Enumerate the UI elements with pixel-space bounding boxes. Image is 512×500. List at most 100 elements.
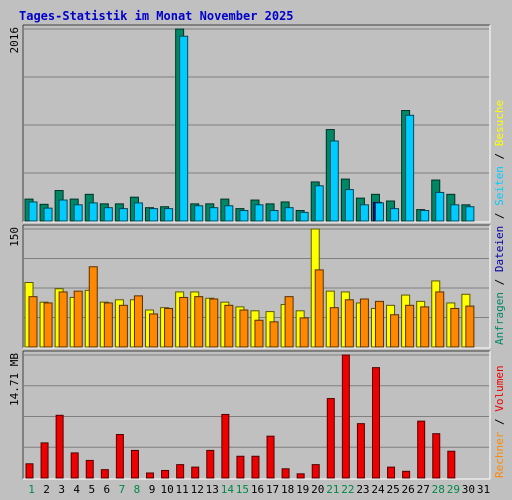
bottom-bar-volumen-day-10 (161, 469, 170, 479)
middle-bar-rechner-day-8 (133, 295, 143, 348)
middle-bar-rechner-day-17 (269, 321, 279, 348)
bottom-bar-volumen-day-5 (85, 459, 94, 479)
middle-bar-rechner-day-29 (450, 307, 460, 348)
top-bar-seiten-day-10 (164, 208, 174, 222)
x-tick-label-day-6: 6 (104, 483, 111, 496)
x-tick-label-day-13: 13 (206, 483, 219, 496)
x-tick-label-day-31: 31 (477, 483, 490, 496)
middle-bar-rechner-day-16 (254, 319, 264, 348)
bottom-bar-volumen-day-20 (311, 464, 320, 479)
x-tick-label-day-8: 8 (134, 483, 141, 496)
x-tick-label-day-10: 10 (160, 483, 173, 496)
middle-bar-rechner-day-13 (209, 298, 219, 348)
top-bar-seiten-day-28 (435, 191, 445, 222)
top-bar-seiten-day-7 (118, 208, 128, 222)
bottom-bar-volumen-day-19 (296, 473, 305, 479)
middle-bar-rechner-day-2 (43, 302, 53, 348)
x-tick-label-day-9: 9 (149, 483, 156, 496)
x-tick-label-day-14: 14 (221, 483, 235, 496)
legend-text: Rechner / Volumen (493, 365, 506, 478)
chart-title: Tages-Statistik im Monat November 2025 (19, 9, 294, 23)
bottom-bar-volumen-day-4 (70, 452, 79, 479)
bottom-bar-volumen-day-15 (236, 455, 245, 479)
top-bar-seiten-day-8 (133, 202, 143, 222)
top-bar-seiten-day-21 (329, 140, 339, 222)
top-bar-seiten-day-3 (58, 199, 68, 222)
x-tick-label-day-3: 3 (58, 483, 65, 496)
chart-panels: 2016 150 14.71 MB (8, 24, 491, 480)
middle-bar-rechner-day-5 (88, 266, 98, 348)
top-bar-seiten-day-11 (179, 35, 189, 222)
bottom-bar-volumen-day-29 (447, 450, 456, 479)
x-tick-label-day-7: 7 (119, 483, 126, 496)
bottom-bar-volumen-day-16 (251, 455, 260, 479)
middle-bar-rechner-day-1 (28, 296, 38, 348)
x-tick-label-day-28: 28 (432, 483, 445, 496)
x-tick-label-day-26: 26 (402, 483, 415, 496)
bottom-bar-volumen-day-12 (191, 466, 200, 479)
bottom-bar-volumen-day-7 (115, 434, 124, 479)
top-bar-seiten-day-17 (269, 210, 279, 222)
legend-separator: / (493, 206, 506, 226)
bottom-bar-volumen-day-23 (356, 423, 365, 479)
x-tick-label-day-22: 22 (341, 483, 354, 496)
legend-separator: / (493, 412, 506, 432)
bottom-bar-volumen-day-14 (221, 413, 230, 479)
x-tick-label-day-27: 27 (417, 483, 430, 496)
top-bar-seiten-day-13 (209, 207, 219, 222)
bottom-bar-volumen-day-13 (206, 449, 215, 479)
top-bar-seiten-day-27 (420, 210, 430, 222)
bottom-bar-volumen-day-28 (432, 433, 441, 479)
middle-bar-rechner-day-12 (194, 296, 204, 348)
top-bar-seiten-day-20 (314, 185, 324, 222)
top-bar-seiten-day-22 (344, 189, 354, 222)
middle-bar-rechner-day-6 (103, 302, 113, 348)
x-tick-label-day-30: 30 (462, 483, 475, 496)
middle-bar-rechner-day-11 (179, 296, 189, 348)
x-tick-label-day-17: 17 (266, 483, 279, 496)
top-bar-seiten-day-26 (405, 114, 415, 222)
bottom-bar-volumen-day-18 (281, 468, 290, 479)
top-bar-seiten-day-30 (465, 206, 475, 222)
top-bar-seiten-day-29 (450, 204, 460, 222)
middle-bar-rechner-day-18 (284, 296, 294, 348)
bottom-bar-volumen-day-8 (130, 449, 139, 479)
bottom-bar-volumen-day-22 (341, 354, 350, 479)
top-bar-seiten-day-12 (194, 205, 204, 222)
legend-label-volumen: Volumen (493, 365, 506, 411)
x-tick-label-day-24: 24 (371, 483, 385, 496)
middle-bar-rechner-day-22 (344, 299, 354, 348)
middle-bar-rechner-day-14 (224, 304, 234, 348)
bottom-y-max-label: 14.71 MB (8, 353, 21, 406)
middle-y-max-label: 150 (8, 227, 21, 247)
legend-label-besuche: Besuche (493, 100, 506, 146)
top-bar-seiten-day-9 (149, 208, 159, 222)
bottom-bar-volumen-day-25 (387, 466, 396, 479)
middle-bar-rechner-day-21 (329, 307, 339, 348)
top-bar-seiten-day-14 (224, 205, 234, 222)
legend-label-dateien: Dateien (493, 226, 506, 272)
x-tick-label-day-5: 5 (88, 483, 95, 496)
x-tick-label-day-23: 23 (356, 483, 369, 496)
bottom-bar-volumen-day-1 (25, 463, 34, 479)
bottom-bar-volumen-day-24 (371, 367, 380, 479)
x-tick-label-day-18: 18 (281, 483, 294, 496)
bottom-bar-volumen-day-2 (40, 442, 49, 479)
top-bar-seiten-day-2 (43, 207, 53, 222)
middle-bar-rechner-day-3 (58, 291, 68, 348)
x-tick-label-day-16: 16 (251, 483, 264, 496)
middle-bar-rechner-day-23 (359, 298, 369, 348)
top-bar-seiten-day-4 (73, 204, 83, 222)
x-axis-labels: 1 2 3 4 5 6 7 8 9 10 11 12 13 14 15 16 17 18 19 20 21 22 23 24 2… (28, 483, 490, 496)
top-panel-bg (23, 25, 490, 222)
top-bar-seiten-day-25 (390, 208, 400, 222)
middle-bar-rechner-day-15 (239, 309, 249, 348)
top-bar-seiten-day-18 (284, 207, 294, 222)
x-tick-label-day-25: 25 (386, 483, 399, 496)
middle-bar-rechner-day-20 (314, 269, 324, 348)
legend-separator: / (493, 272, 506, 292)
top-bar-seiten-day-15 (239, 210, 249, 222)
bottom-bar-volumen-day-27 (417, 420, 426, 479)
legend-label-rechner: Rechner (493, 431, 506, 478)
